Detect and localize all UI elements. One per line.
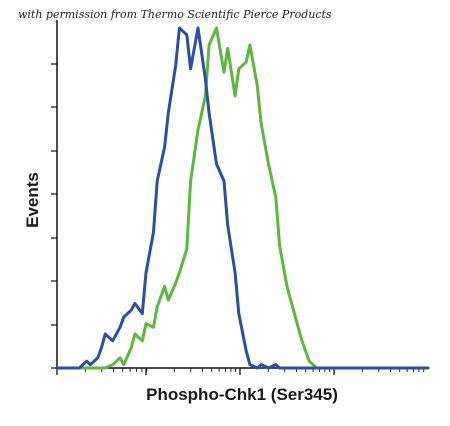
y-axis-ticks (51, 63, 57, 369)
series-layer (55, 26, 430, 370)
series-line-0 (55, 26, 430, 370)
y-axis-title: Events (23, 172, 42, 228)
series-line-1 (55, 26, 430, 370)
permission-note: with permission from Thermo Scientific P… (18, 8, 332, 21)
x-axis-title: Phospho-Chk1 (Ser345) (146, 385, 338, 404)
